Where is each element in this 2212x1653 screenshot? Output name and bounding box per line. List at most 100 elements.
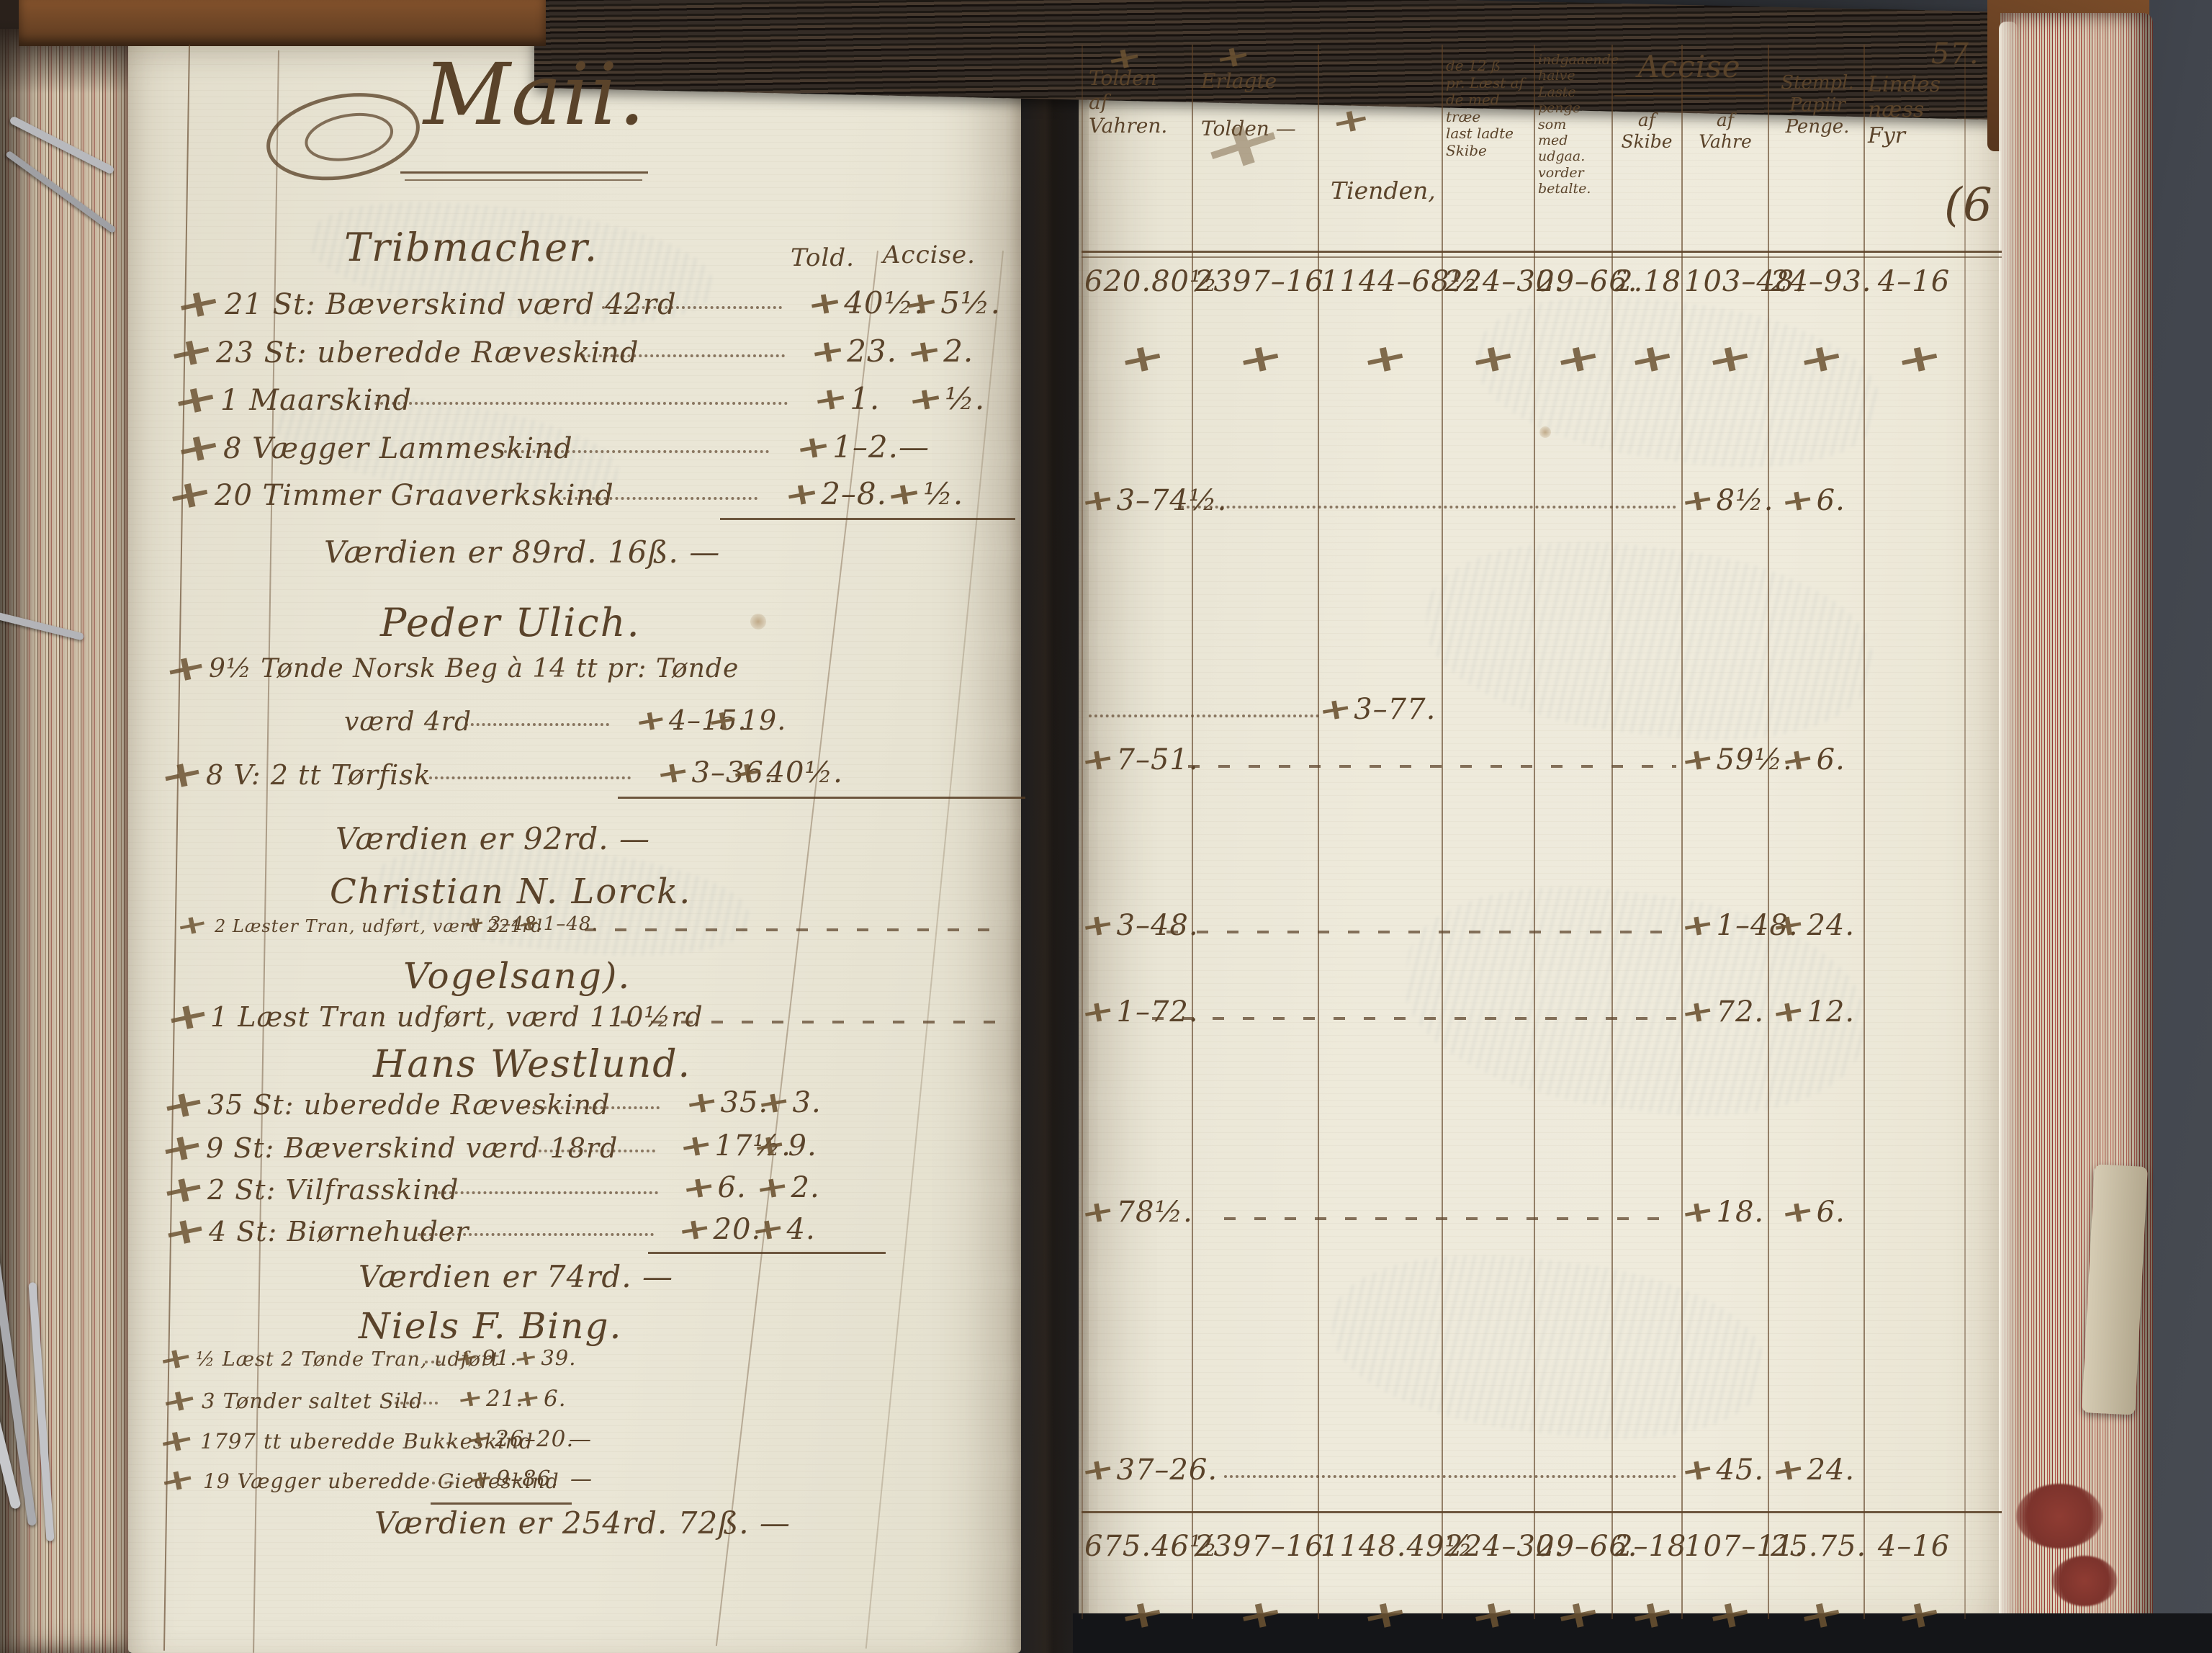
red-edge-stain [2052, 1556, 2117, 1606]
foxing-spot [750, 614, 766, 630]
told-value: +2–8. [781, 472, 887, 515]
grid-cell-value: +78½. [1078, 1193, 1193, 1232]
accise-value: +19. [703, 702, 787, 739]
leader-dots [1224, 1475, 1676, 1478]
column-header-accise-af-vahre: af Vahre [1699, 109, 1752, 152]
entry-text: 8 V: 2 tt Tørfisk [206, 759, 431, 791]
merchant-name: Peder Ulich. [380, 600, 641, 645]
merchant-name: Hans Westlund. [373, 1043, 692, 1086]
entry-text: 2 St: Vilfrasskind [207, 1174, 459, 1206]
grid-cell-value: +6. [1778, 1193, 1845, 1232]
accise-value: +6. [512, 1383, 567, 1415]
accise-value: +3. [754, 1083, 822, 1122]
leader-dash [1166, 931, 1676, 933]
column-group-accise: Accise [1637, 49, 1741, 84]
accise-group-rule [1614, 95, 1766, 97]
told-value: +91. [452, 1343, 518, 1372]
grid-rule [1681, 45, 1683, 1619]
carried-total-value: 2397–16 [1195, 265, 1324, 298]
leader-dots [429, 776, 631, 779]
carried-total-value: 4–16 [1877, 265, 1951, 298]
leader-dash [1224, 1217, 1676, 1220]
grid-cell-value: +3–74½. [1078, 481, 1228, 520]
leader-dots [395, 1401, 438, 1405]
told-value: +20. [675, 1210, 762, 1249]
column-header-tolden-af-vahren: Tolden af Vahren. [1089, 66, 1168, 138]
grid-cell-value: +24. [1768, 1451, 1856, 1490]
entry-text: 1 Maarskind [220, 384, 412, 417]
column-total-value: 675.46½ [1084, 1530, 1218, 1563]
told-value: +6. [679, 1168, 747, 1207]
grid-cell-value: +3–48. [1078, 906, 1199, 945]
leader-dash [1152, 1017, 1676, 1020]
grid-cell-value: +12. [1768, 993, 1856, 1031]
value-sum-line: Værdien er 74rd. — [359, 1259, 673, 1294]
accise-value: +½. [904, 377, 986, 420]
heading-underline [405, 179, 642, 181]
value-sum-line: Værdien er 254rd. 72ß. — [374, 1505, 791, 1541]
header-rule [1082, 256, 2002, 258]
grid-cell-value: +6. [1778, 740, 1845, 779]
told-value: +1–2. [792, 426, 899, 468]
leader-dots [418, 1232, 654, 1236]
corner-mark: (6 [1944, 179, 1993, 232]
carried-total-value: 103–48. [1684, 265, 1804, 298]
leader-dots [602, 305, 782, 309]
column-total-value: 107–11. [1684, 1530, 1804, 1563]
accise-value: +39. [511, 1343, 577, 1372]
accise-value: +2. [752, 1168, 820, 1207]
merchant-name: Niels F. Bing. [359, 1305, 623, 1347]
entry-text: 23 St: uberedde Ræveskind [216, 336, 639, 369]
merchant-name: Vogelsang). [403, 955, 631, 997]
leader-dots [432, 1191, 658, 1194]
page-curl-highlight [1999, 22, 2018, 1621]
sum-underline [618, 797, 1025, 799]
column-total-value: 224–30. [1444, 1530, 1565, 1563]
sum-underline [648, 1252, 886, 1254]
grid-cell-value: +24. [1768, 906, 1856, 945]
left-col-told-label: Told. [791, 243, 855, 272]
leader-dots [374, 401, 788, 405]
leader-dots [425, 1360, 441, 1363]
told-value: +26–20. [463, 1423, 575, 1455]
value-sum-line: Værdien er 92rd. — [336, 821, 650, 856]
column-total-value: 29–66. [1537, 1530, 1638, 1563]
leather-cover-top-left [19, 0, 546, 46]
month-heading: Maii. [423, 45, 647, 144]
bottom-shadow [1073, 1613, 2212, 1653]
grid-rule [1534, 45, 1535, 1619]
told-value: +1. [809, 377, 881, 420]
column-total-value: 1148.49½ [1321, 1530, 1474, 1563]
told-value: +35. [682, 1083, 769, 1122]
entry-text: værd 4rd [344, 707, 472, 737]
grid-cell-value: +72. [1678, 993, 1765, 1031]
leader-dots [1089, 714, 1319, 717]
told-value: +3–36. [653, 753, 774, 792]
heading-underline [400, 171, 648, 174]
accise-value: +40½. [728, 753, 843, 792]
entry-text: 8 Vægger Lammeskind [223, 432, 573, 465]
told-value: +23. [806, 330, 897, 372]
heading-flourish [266, 93, 420, 181]
foxing-spot [1539, 426, 1551, 438]
grid-cell-value: +1–48. [1678, 906, 1799, 945]
accise-value: — [569, 1426, 592, 1452]
accise-value: +4. [748, 1210, 816, 1249]
column-header-indgaaende-lastepenge: indgaaende halve Laste penge som med udg… [1538, 52, 1619, 197]
sum-underline [720, 518, 1015, 520]
entry-text: 1797 tt uberedde Bukkeskind [200, 1429, 534, 1453]
column-total-value: 4–16 [1877, 1530, 1951, 1563]
accise-value: +½. [883, 472, 964, 515]
entry-text: 9½ Tønde Norsk Beg à 14 tt pr: Tønde [209, 654, 739, 684]
entry-text: 1 Læst Tran udført, værd 110½rd [210, 1001, 703, 1033]
carried-total-value: 1144–68½ [1321, 265, 1479, 298]
column-total-value: 2–18 [1614, 1530, 1687, 1563]
entry-text: 20 Timmer Graaverkskind [215, 479, 614, 512]
entry-text: 4 St: Biørnehuder [209, 1216, 469, 1247]
accise-value: +1–48. [516, 911, 598, 937]
column-total-value: 2397–16. [1195, 1530, 1334, 1563]
grid-cell-value: +3–77. [1316, 690, 1437, 729]
grid-cell-value: +7–51. [1078, 740, 1199, 779]
page-number: 57. [1931, 37, 1979, 71]
